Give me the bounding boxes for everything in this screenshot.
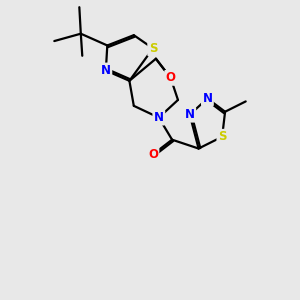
Text: N: N [101, 64, 111, 77]
Text: S: S [149, 42, 157, 55]
Text: S: S [218, 130, 226, 143]
Text: N: N [202, 92, 212, 105]
Text: O: O [166, 71, 176, 84]
Text: N: N [154, 111, 164, 124]
Text: N: N [185, 108, 195, 121]
Text: O: O [148, 148, 158, 161]
